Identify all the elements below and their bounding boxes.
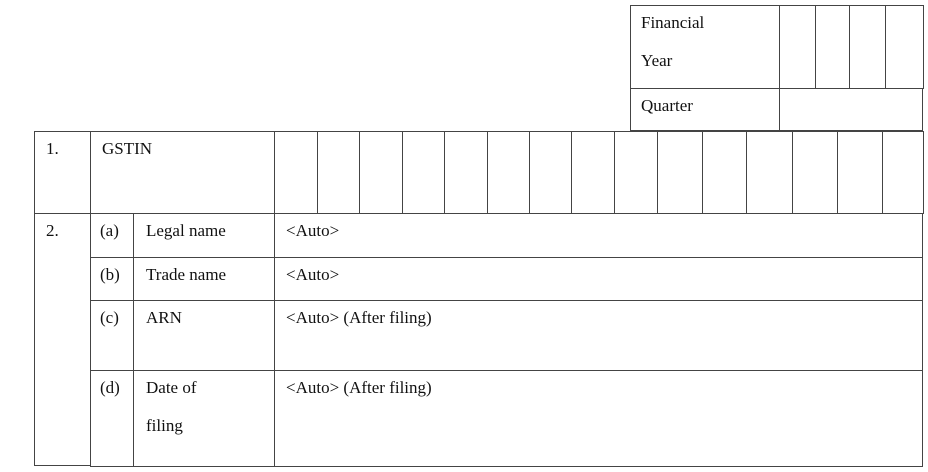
gstin-digit-cell[interactable] [702,131,747,214]
financial-year-digit-cell[interactable] [815,5,850,89]
gstin-digit-cell[interactable] [444,131,488,214]
item-value-cell[interactable] [274,257,923,301]
gstin-digit-cell[interactable] [487,131,530,214]
item-letter: (c) [100,308,119,327]
item-value-cell[interactable] [274,213,923,258]
item-value: <Auto> (After filing) [286,378,432,397]
financial-year-label: Year [641,51,673,70]
row-number: 2. [46,221,59,240]
item-label: Trade name [146,265,227,284]
item-label: Legal name [146,221,226,240]
item-value: <Auto> (After filing) [286,308,432,327]
item-label: filing [146,416,183,435]
row-number: 1. [46,139,59,158]
gstin-digit-cell[interactable] [792,131,838,214]
item-label: Date of [146,378,197,397]
gstin-digit-cell[interactable] [402,131,445,214]
gstin-digit-cell[interactable] [614,131,658,214]
item-letter: (b) [100,265,120,284]
item-value: <Auto> [286,221,340,240]
financial-year-digit-cell[interactable] [849,5,886,89]
row-number-cell [34,213,91,466]
gstin-digit-cell[interactable] [746,131,793,214]
financial-year-digit-cell[interactable] [779,5,816,89]
gstin-digit-cell[interactable] [359,131,403,214]
financial-year-digit-cell[interactable] [885,5,924,89]
gstin-digit-cell[interactable] [274,131,318,214]
item-value-cell[interactable] [274,370,923,467]
gstin-digit-cell[interactable] [657,131,703,214]
gstin-digit-cell[interactable] [882,131,924,214]
item-label: ARN [146,308,182,327]
gstin-digit-cell[interactable] [529,131,572,214]
gstin-digit-cell[interactable] [571,131,615,214]
item-letter: (a) [100,221,119,240]
gstin-label: GSTIN [102,139,153,158]
item-value: <Auto> [286,265,340,284]
quarter-value-cell[interactable] [779,88,923,131]
gstin-digit-cell[interactable] [317,131,360,214]
financial-year-label: Financial [641,13,705,32]
gstin-digit-cell[interactable] [837,131,883,214]
quarter-label: Quarter [641,96,693,115]
item-letter: (d) [100,378,120,397]
row-number-cell [34,131,91,214]
